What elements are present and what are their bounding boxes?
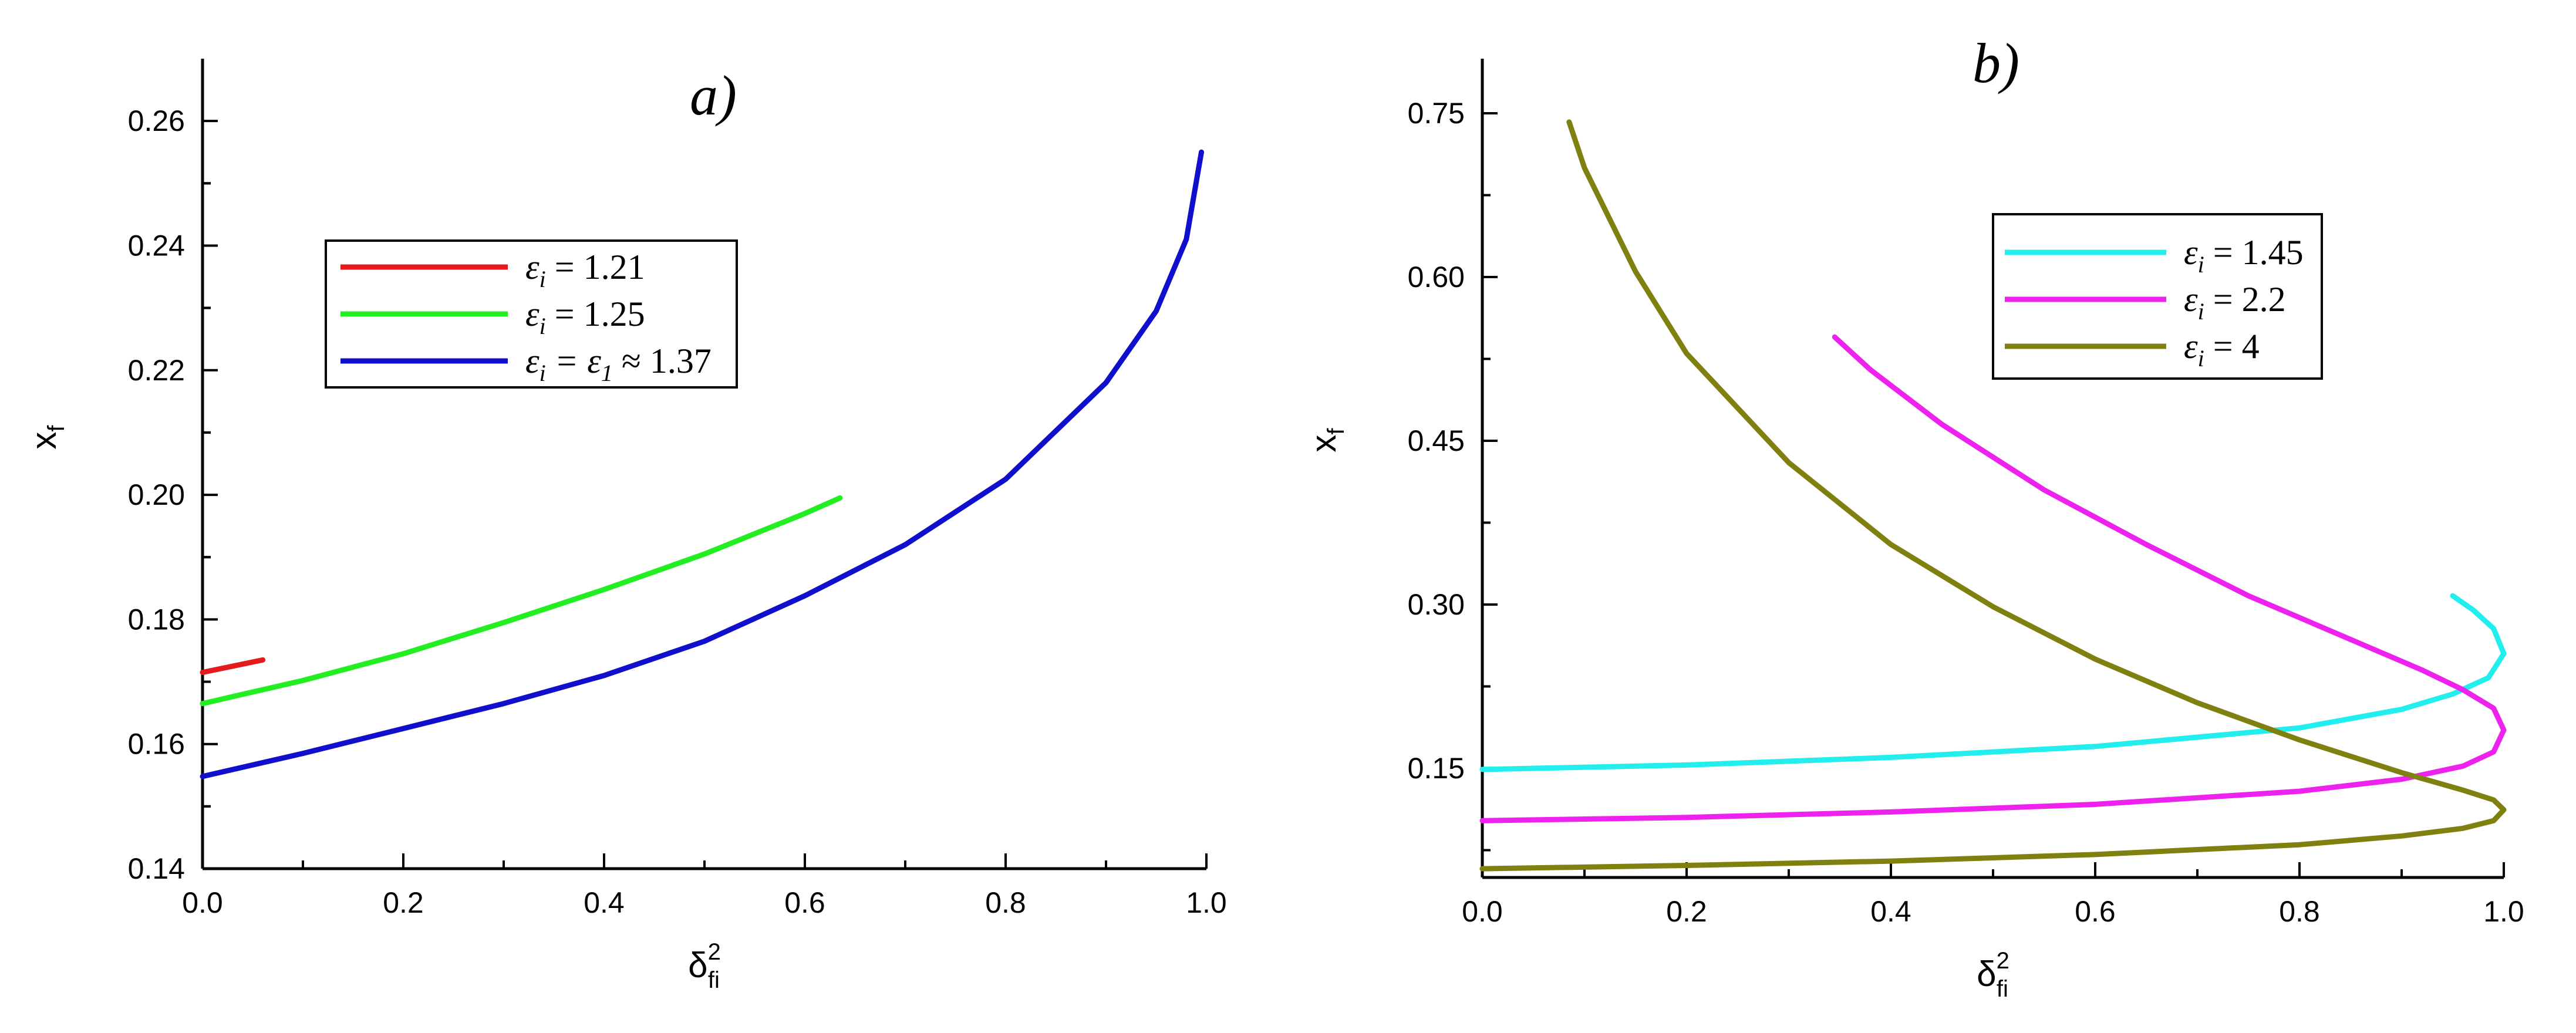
legend-value: ≈ 1.37 bbox=[613, 342, 712, 380]
x-tick-label: 0.8 bbox=[985, 886, 1026, 919]
x-axis-title: δ2 fi bbox=[688, 939, 721, 993]
y-tick-label: 0.45 bbox=[1408, 424, 1465, 457]
legend-subscript: i bbox=[540, 360, 546, 386]
legend-symbol: ε bbox=[2184, 233, 2198, 272]
panel-title: a) bbox=[690, 64, 737, 127]
series-line-0 bbox=[1479, 593, 2507, 772]
x-axis-title: δ2 fi bbox=[1977, 948, 2009, 1002]
legend-symbol: ε bbox=[525, 295, 540, 333]
legend-label: εi = 4 bbox=[2184, 327, 2260, 372]
y-tick-label: 0.75 bbox=[1408, 97, 1465, 130]
series-line-1 bbox=[200, 495, 843, 707]
legend-subscript: i bbox=[2198, 298, 2204, 325]
series-line-2 bbox=[1479, 119, 2507, 872]
legend-value: = 1.45 bbox=[2204, 233, 2304, 272]
y-tick-label: 0.15 bbox=[1408, 752, 1465, 785]
y-tick-label: 0.22 bbox=[128, 354, 185, 387]
y-axis-title: xf bbox=[24, 425, 69, 450]
legend-value: = 1.25 bbox=[546, 295, 645, 333]
x-tick-label: 0.0 bbox=[182, 886, 223, 919]
x-tick-label: 0.4 bbox=[1870, 895, 1911, 928]
x-tick-label: 0.8 bbox=[2279, 895, 2320, 928]
y-tick-label: 0.16 bbox=[128, 728, 185, 761]
legend-label: εi = ε1 ≈ 1.37 bbox=[525, 342, 712, 386]
legend-value: = 1.21 bbox=[546, 248, 645, 286]
x-tick-label: 0.2 bbox=[383, 886, 424, 919]
y-tick-label: 0.24 bbox=[128, 229, 185, 262]
x-tick-label: 1.0 bbox=[2483, 895, 2524, 928]
legend-label: εi = 1.21 bbox=[525, 248, 645, 292]
x-tick-label: 0.6 bbox=[2075, 895, 2116, 928]
y-axis-title-main: x bbox=[1304, 435, 1343, 453]
x-tick-label: 0.4 bbox=[584, 886, 625, 919]
legend-subscript: i bbox=[540, 266, 546, 292]
legend-label: εi = 1.25 bbox=[525, 295, 645, 339]
x-axis-title-sup: 2 bbox=[1997, 948, 2009, 974]
y-axis-title-sub: f bbox=[1323, 428, 1349, 435]
x-axis-title-main: δ bbox=[1977, 954, 1996, 994]
legend-subscript: i bbox=[2198, 345, 2204, 372]
x-tick-label: 0.6 bbox=[784, 886, 825, 919]
legend-subscript: i bbox=[540, 313, 546, 339]
y-tick-label: 0.14 bbox=[128, 852, 185, 885]
legend-symbol: ε bbox=[2184, 280, 2198, 319]
x-axis-title-sub: fi bbox=[708, 967, 720, 993]
series-line-1 bbox=[1479, 334, 2507, 823]
x-tick-label: 1.0 bbox=[1186, 886, 1227, 919]
legend-label: εi = 2.2 bbox=[2184, 280, 2286, 325]
series-line-0 bbox=[200, 657, 266, 676]
chart-panel-b: 0.0 0.2 0.4 0.6 0.8 1.00.150.300.450.600.75xf… bbox=[1304, 32, 2524, 1002]
y-tick-label: 0.20 bbox=[128, 478, 185, 511]
legend-box bbox=[1992, 213, 2323, 380]
x-axis-title-sub: fi bbox=[1997, 976, 2008, 1002]
y-tick-label: 0.26 bbox=[128, 104, 185, 137]
legend-symbol: ε bbox=[525, 248, 540, 286]
x-tick-label: 0.2 bbox=[1666, 895, 1707, 928]
series-line-2 bbox=[200, 149, 1204, 779]
chart-panel-a: 0.0 0.2 0.4 0.6 0.8 1.0 0.14 0.16 0.18 0.20 0.22 0.… bbox=[24, 59, 1227, 993]
y-tick-label: 0.60 bbox=[1408, 261, 1465, 293]
legend-value: = 4 bbox=[2204, 327, 2260, 366]
y-axis-title-main: x bbox=[24, 432, 63, 450]
legend-text-part: = ε bbox=[546, 342, 601, 380]
legend-value: = 2.2 bbox=[2204, 280, 2286, 319]
y-tick-label: 0.30 bbox=[1408, 588, 1465, 621]
legend-subscript: 1 bbox=[601, 360, 613, 386]
x-tick-label: 0.0 bbox=[1462, 895, 1503, 928]
panel-title: b) bbox=[1973, 32, 2019, 94]
legend-symbol: ε bbox=[2184, 327, 2198, 366]
legend-label: εi = 1.45 bbox=[2184, 233, 2304, 278]
legend-subscript: i bbox=[2198, 251, 2204, 278]
x-axis-title-main: δ bbox=[688, 946, 707, 985]
legend-symbol: ε bbox=[525, 342, 540, 380]
y-tick-label: 0.18 bbox=[128, 603, 185, 636]
x-axis-title-sup: 2 bbox=[708, 939, 721, 965]
y-axis-title: xf bbox=[1304, 428, 1349, 453]
y-axis-title-sub: f bbox=[43, 425, 69, 432]
